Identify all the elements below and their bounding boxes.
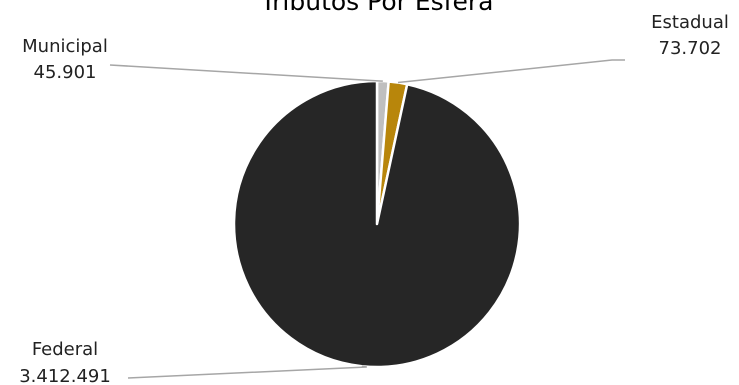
slice-value-municipal: 45.901 bbox=[34, 62, 97, 83]
leader-line-federal bbox=[127, 365, 367, 379]
slice-value-federal: 3.412.491 bbox=[19, 366, 111, 385]
slice-label-municipal: Municipal bbox=[22, 36, 108, 57]
slice-label-estadual: Estadual bbox=[651, 12, 729, 33]
slice-label-federal: Federal bbox=[32, 339, 98, 360]
leader-line-estadual bbox=[397, 59, 625, 84]
leader-line-municipal bbox=[109, 64, 383, 82]
pie-slice-federal bbox=[232, 79, 522, 369]
pie-slices bbox=[232, 79, 522, 369]
leader-lines bbox=[109, 59, 625, 379]
slice-value-estadual: 73.702 bbox=[659, 38, 722, 59]
chart-title: Tributos Por Esfera bbox=[260, 0, 494, 16]
